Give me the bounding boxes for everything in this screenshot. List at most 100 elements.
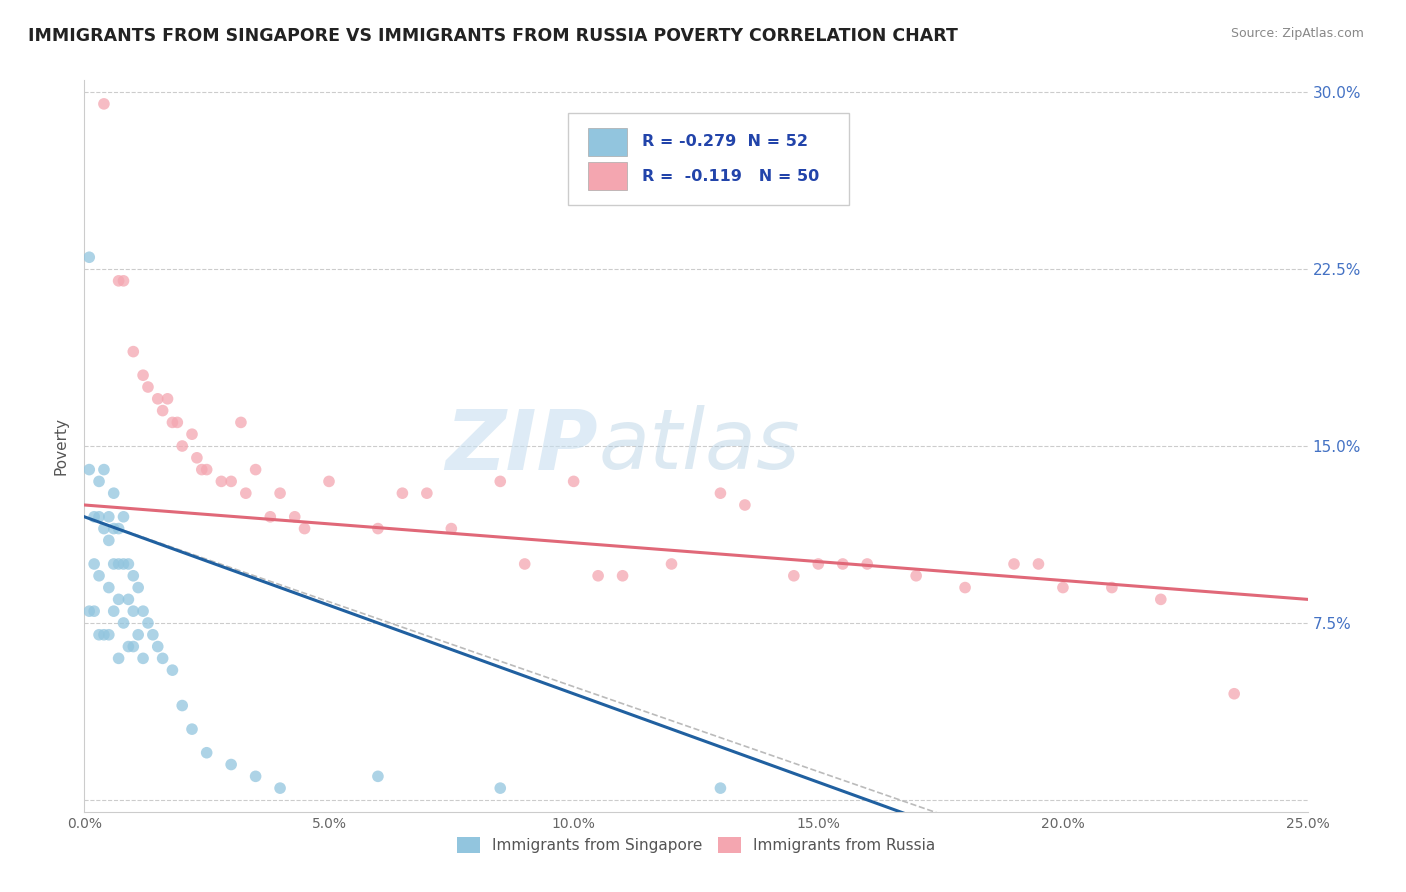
Point bbox=[142, 628, 165, 642]
Point bbox=[166, 416, 188, 430]
Point bbox=[162, 663, 184, 677]
Point bbox=[122, 568, 145, 582]
Point bbox=[103, 486, 125, 500]
Point bbox=[83, 604, 105, 618]
Point bbox=[77, 604, 100, 618]
Point bbox=[783, 568, 806, 582]
Point bbox=[83, 557, 105, 571]
Point bbox=[294, 522, 316, 536]
Point bbox=[83, 509, 105, 524]
Point bbox=[709, 781, 731, 796]
Point bbox=[172, 439, 194, 453]
Point bbox=[156, 392, 179, 406]
Point bbox=[87, 475, 110, 489]
Point bbox=[191, 462, 214, 476]
Point bbox=[132, 368, 155, 383]
Point bbox=[1101, 581, 1123, 595]
Point bbox=[112, 509, 135, 524]
Point bbox=[136, 380, 159, 394]
Point bbox=[905, 568, 928, 582]
Point bbox=[807, 557, 830, 571]
FancyBboxPatch shape bbox=[588, 128, 627, 155]
Point bbox=[284, 509, 307, 524]
Text: R =  -0.119   N = 50: R = -0.119 N = 50 bbox=[643, 169, 820, 184]
Point bbox=[146, 392, 169, 406]
Point bbox=[953, 581, 976, 595]
Point bbox=[122, 640, 145, 654]
Point bbox=[245, 462, 267, 476]
Point bbox=[269, 781, 291, 796]
Point bbox=[103, 522, 125, 536]
Point bbox=[195, 462, 218, 476]
Point bbox=[122, 604, 145, 618]
Point bbox=[562, 475, 585, 489]
Point bbox=[416, 486, 439, 500]
Point bbox=[132, 604, 155, 618]
Point bbox=[229, 416, 252, 430]
Point bbox=[489, 475, 512, 489]
Point bbox=[107, 557, 129, 571]
Point bbox=[661, 557, 683, 571]
Point bbox=[245, 769, 267, 783]
Point bbox=[93, 96, 115, 111]
Point bbox=[209, 475, 232, 489]
Point bbox=[219, 475, 242, 489]
Point bbox=[367, 769, 389, 783]
Legend: Immigrants from Singapore, Immigrants from Russia: Immigrants from Singapore, Immigrants fr… bbox=[451, 830, 941, 859]
Point bbox=[440, 522, 463, 536]
Point bbox=[97, 533, 120, 548]
Text: Source: ZipAtlas.com: Source: ZipAtlas.com bbox=[1230, 27, 1364, 40]
Point bbox=[93, 462, 115, 476]
Point bbox=[87, 509, 110, 524]
Point bbox=[122, 344, 145, 359]
Point bbox=[709, 486, 731, 500]
Point bbox=[93, 522, 115, 536]
Point bbox=[112, 557, 135, 571]
Point bbox=[117, 592, 139, 607]
Point bbox=[112, 615, 135, 630]
Point bbox=[162, 416, 184, 430]
Point bbox=[186, 450, 208, 465]
Y-axis label: Poverty: Poverty bbox=[53, 417, 69, 475]
Point bbox=[136, 615, 159, 630]
Point bbox=[1223, 687, 1246, 701]
Point bbox=[1052, 581, 1074, 595]
Point bbox=[97, 628, 120, 642]
Point bbox=[513, 557, 536, 571]
Point bbox=[107, 592, 129, 607]
Point bbox=[219, 757, 242, 772]
Point bbox=[489, 781, 512, 796]
Point bbox=[1002, 557, 1025, 571]
Point bbox=[107, 522, 129, 536]
Point bbox=[87, 628, 110, 642]
Point bbox=[127, 581, 149, 595]
Point bbox=[586, 568, 609, 582]
Point bbox=[127, 628, 149, 642]
Point bbox=[152, 651, 174, 665]
Point bbox=[181, 722, 204, 736]
Point bbox=[181, 427, 204, 442]
Point bbox=[97, 581, 120, 595]
Point bbox=[367, 522, 389, 536]
Point bbox=[391, 486, 413, 500]
Point bbox=[856, 557, 879, 571]
Text: IMMIGRANTS FROM SINGAPORE VS IMMIGRANTS FROM RUSSIA POVERTY CORRELATION CHART: IMMIGRANTS FROM SINGAPORE VS IMMIGRANTS … bbox=[28, 27, 957, 45]
Point bbox=[1150, 592, 1173, 607]
Point bbox=[269, 486, 291, 500]
Point bbox=[132, 651, 155, 665]
Point bbox=[103, 557, 125, 571]
Point bbox=[93, 628, 115, 642]
Point bbox=[117, 557, 139, 571]
Point bbox=[112, 274, 135, 288]
Point bbox=[97, 509, 120, 524]
Point bbox=[107, 274, 129, 288]
Point bbox=[152, 403, 174, 417]
FancyBboxPatch shape bbox=[588, 162, 627, 190]
Point bbox=[235, 486, 257, 500]
Point bbox=[259, 509, 281, 524]
Point bbox=[107, 651, 129, 665]
FancyBboxPatch shape bbox=[568, 113, 849, 204]
Point bbox=[734, 498, 756, 512]
Point bbox=[77, 250, 100, 264]
Point bbox=[1028, 557, 1050, 571]
